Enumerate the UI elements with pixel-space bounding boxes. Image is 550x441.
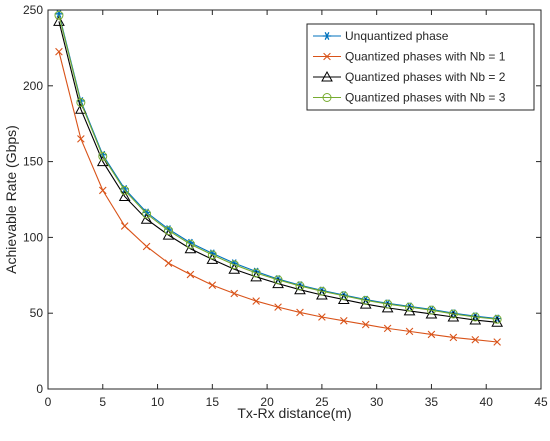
axes-box	[47, 9, 542, 390]
data-point-4-19	[448, 309, 458, 319]
data-point-3-19	[447, 310, 460, 322]
legend-label-4: Quantized phases with Nb = 3	[345, 91, 506, 105]
axes-layer: 0 5 10 15 20 25 30 35 40 45 0 50 100 150 200 250	[23, 3, 548, 409]
data-point-2-16	[383, 324, 392, 333]
legend-label-3: Quantized phases with Nb = 2	[345, 70, 506, 84]
data-point-3-6	[162, 229, 175, 240]
series-2	[55, 47, 501, 346]
data-point-2-7	[186, 270, 195, 279]
data-point-4-16	[383, 299, 393, 309]
data-point-3-5	[140, 213, 153, 224]
legend: Unquantized phase Quantized phases with N…	[306, 23, 535, 111]
data-point-4-1	[54, 10, 64, 20]
data-point-2-4	[120, 222, 129, 230]
data-point-4-8	[207, 250, 217, 260]
x-tick-label-1: 0	[45, 395, 52, 409]
x-tick-label-4: 15	[206, 395, 220, 409]
data-point-4-13	[317, 286, 327, 296]
data-point-2-5	[142, 242, 151, 251]
data-point-2-17	[405, 327, 414, 336]
legend-item-2: Quantized phases with Nb = 1	[313, 50, 506, 64]
data-point-4-18	[426, 305, 436, 315]
data-point-2-20	[471, 335, 480, 344]
legend-marker-1	[322, 32, 332, 40]
y-tick-label-2: 50	[30, 306, 44, 320]
y-axis-label: Achievable Rate (Gbps)	[3, 125, 19, 274]
legend-item-1: Unquantized phase	[313, 29, 449, 43]
data-point-4-21	[492, 314, 502, 324]
data-point-4-4	[120, 185, 130, 195]
y-tick-label-6: 250	[23, 3, 43, 17]
data-point-4-6	[164, 226, 174, 236]
data-point-4-3	[98, 151, 108, 161]
data-point-2-8	[208, 281, 217, 289]
x-tick-label-2: 5	[99, 395, 106, 409]
series-layer	[53, 9, 504, 346]
x-tick-label-10: 45	[534, 395, 548, 409]
data-point-2-9	[230, 289, 239, 298]
data-point-2-10	[252, 297, 260, 305]
legend-marker-4	[322, 93, 332, 102]
legend-label-2: Quantized phases with Nb = 1	[345, 50, 506, 64]
x-axis-label: Tx-Rx distance(m)	[237, 405, 351, 421]
x-tick-label-5: 20	[260, 395, 274, 409]
data-point-2-21	[493, 338, 501, 346]
series-4	[54, 10, 502, 324]
data-point-2-11	[274, 303, 282, 311]
data-point-4-7	[185, 239, 195, 249]
data-point-2-1	[55, 47, 63, 56]
data-point-3-21	[491, 316, 504, 327]
data-point-4-11	[273, 275, 283, 285]
data-point-3-7	[184, 242, 197, 254]
data-point-2-19	[449, 333, 458, 342]
data-point-3-4	[118, 190, 131, 201]
x-tick-label-6: 25	[315, 395, 329, 409]
x-tick-label-9: 40	[480, 395, 494, 409]
x-tick-label-3: 10	[151, 395, 165, 409]
data-point-2-2	[77, 135, 85, 143]
data-point-2-14	[340, 316, 348, 325]
data-point-4-20	[470, 312, 480, 322]
legend-marker-2	[323, 52, 331, 61]
x-tick-label-8: 35	[425, 395, 439, 409]
data-point-2-13	[318, 313, 326, 321]
legend-box	[306, 23, 535, 111]
data-point-4-12	[295, 281, 305, 291]
data-point-3-20	[469, 313, 482, 325]
data-point-2-6	[164, 259, 173, 267]
data-point-2-18	[427, 330, 436, 339]
data-point-4-5	[142, 209, 152, 219]
y-tick-label-1: 0	[36, 382, 43, 396]
data-point-4-17	[405, 302, 415, 312]
data-point-2-12	[296, 308, 304, 317]
legend-item-4: Quantized phases with Nb = 3	[313, 91, 506, 105]
data-point-3-9	[228, 263, 241, 274]
legend-label-1: Unquantized phase	[345, 29, 449, 43]
y-tick-label-3: 100	[23, 230, 43, 244]
data-point-2-15	[361, 320, 370, 329]
legend-item-3: Quantized phases with Nb = 2	[313, 70, 506, 84]
data-point-3-8	[206, 253, 219, 264]
data-point-3-1	[53, 15, 65, 26]
data-point-4-9	[229, 260, 239, 270]
y-tick-label-5: 200	[23, 79, 43, 93]
series-line-4	[58, 15, 498, 320]
data-point-4-2	[76, 97, 86, 107]
legend-marker-3	[321, 70, 333, 82]
data-point-4-10	[251, 268, 261, 278]
y-tick-label-4: 150	[23, 155, 43, 169]
x-tick-label-7: 30	[370, 395, 384, 409]
data-point-4-14	[339, 291, 349, 301]
data-point-2-3	[98, 186, 107, 195]
data-point-4-15	[361, 295, 371, 305]
